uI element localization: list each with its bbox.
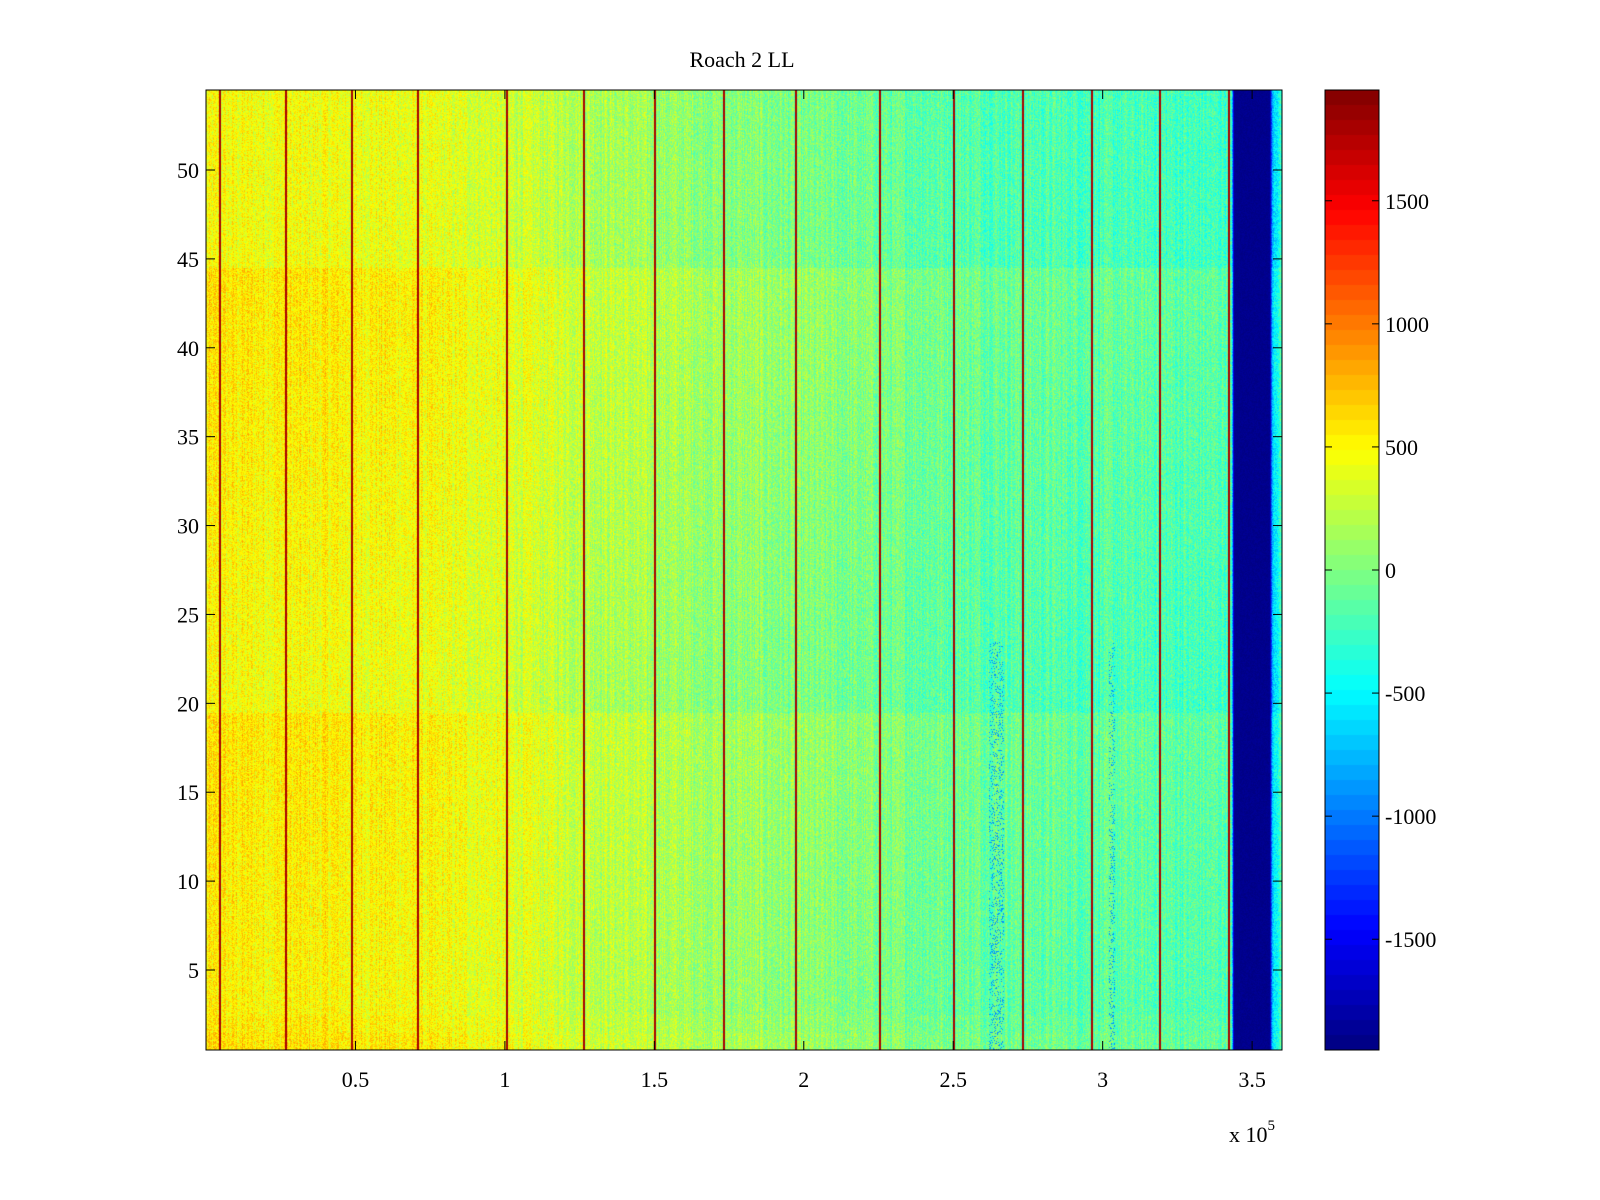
x-tick-label: 1 [499, 1067, 510, 1092]
y-tick-label: 10 [177, 869, 199, 894]
y-tick-label: 15 [177, 780, 199, 805]
y-tick-label: 35 [177, 425, 199, 450]
y-tick-label: 5 [188, 958, 199, 983]
x-tick-label: 1.5 [641, 1067, 669, 1092]
y-tick-label: 40 [177, 336, 199, 361]
colorbar-tick-label: 1500 [1385, 189, 1429, 214]
x-tick-label: 3 [1097, 1067, 1108, 1092]
x-tick-label: 3.5 [1238, 1067, 1266, 1092]
colorbar-tick-label: -1500 [1385, 927, 1436, 952]
x-tick-label: 2 [798, 1067, 809, 1092]
y-tick-label: 25 [177, 602, 199, 627]
colorbar-tick-label: -500 [1385, 681, 1425, 706]
y-axis-ticks: 5 10 15 20 25 30 35 40 45 50 [177, 158, 1282, 983]
colorbar-gradient [1325, 90, 1379, 1050]
y-tick-label: 50 [177, 158, 199, 183]
plot-frame [205, 89, 1283, 1051]
y-tick-label: 20 [177, 691, 199, 716]
x-tick-label: 2.5 [939, 1067, 967, 1092]
chart-title: Roach 2 LL [689, 47, 794, 72]
y-tick-label: 45 [177, 247, 199, 272]
colorbar-tick-label: 1000 [1385, 312, 1429, 337]
heatmap-image [206, 90, 1282, 1050]
colorbar: -1500 -1000 -500 0 500 1000 1500 [1324, 89, 1436, 1051]
x-exponent-label: x 105 [1229, 1118, 1275, 1147]
y-tick-label: 30 [177, 514, 199, 539]
colorbar-tick-label: 500 [1385, 435, 1418, 460]
colorbar-tick-label: -1000 [1385, 804, 1436, 829]
colorbar-tick-label: 0 [1385, 558, 1396, 583]
plot-area: 0.5 1 1.5 2 2.5 3 3.5 5 10 15 20 25 30 35 40 45 50 [177, 89, 1283, 1092]
colorbar-ticks: -1500 -1000 -500 0 500 1000 1500 [1325, 189, 1436, 952]
x-tick-label: 0.5 [342, 1067, 370, 1092]
x-axis-ticks: 0.5 1 1.5 2 2.5 3 3.5 [342, 90, 1266, 1092]
